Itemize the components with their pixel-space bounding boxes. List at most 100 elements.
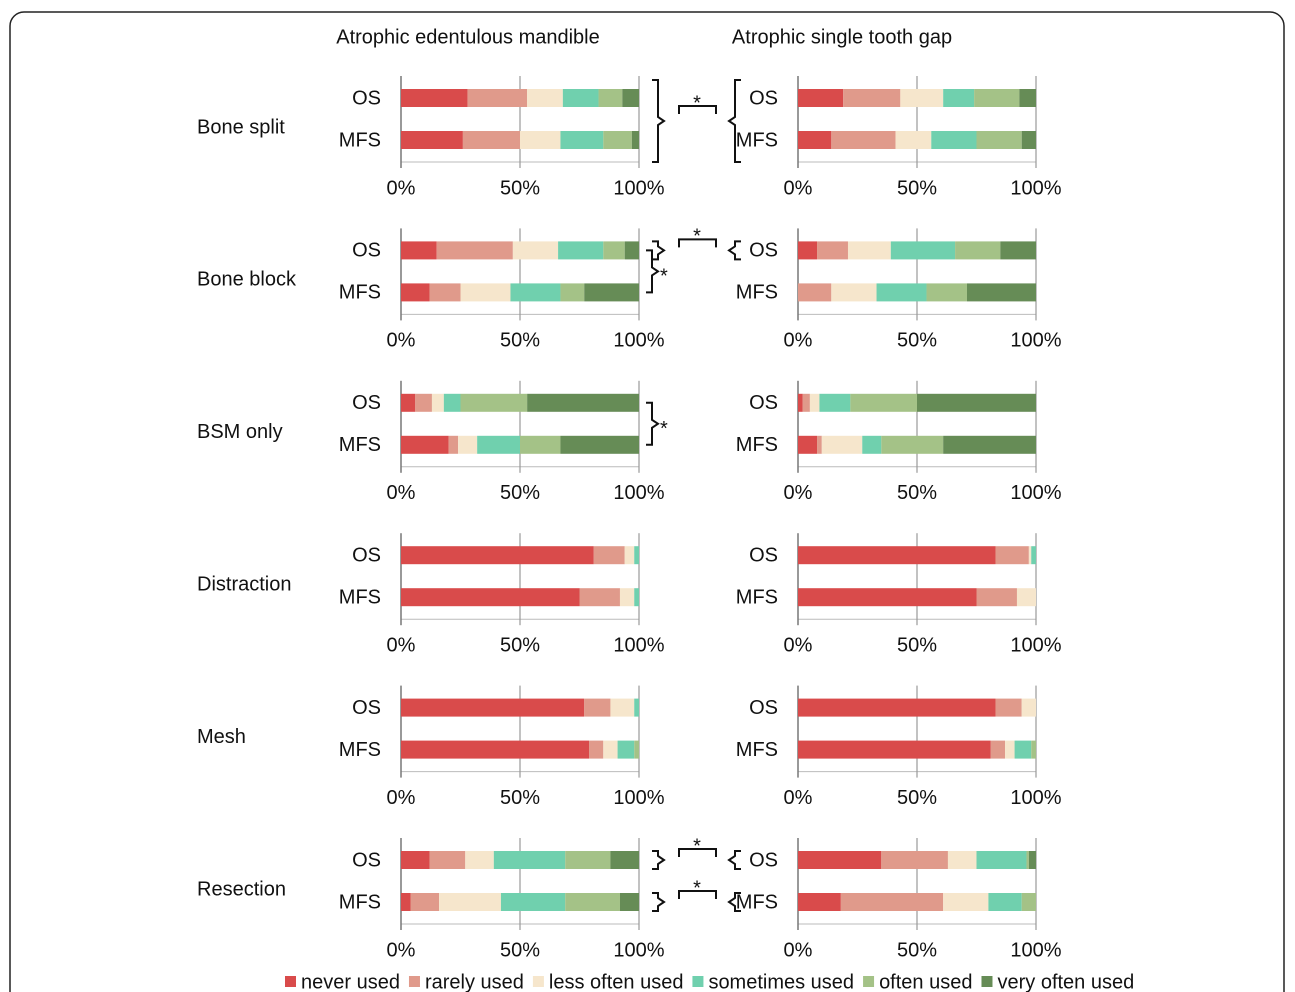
bar-segment — [1000, 241, 1036, 260]
row-label: BSM only — [197, 421, 283, 443]
significance-mark: * — [660, 266, 668, 288]
bar-segment — [443, 393, 461, 412]
bar-segment — [410, 893, 440, 911]
bar-segment — [1021, 131, 1036, 149]
significance-bracket — [652, 850, 666, 870]
x-tick-label: 100% — [613, 330, 664, 352]
bar-segment — [565, 893, 620, 911]
bar-segment — [584, 283, 639, 302]
bar-segment — [634, 546, 639, 565]
bar-segment — [1031, 740, 1036, 759]
bar-segment — [439, 893, 501, 911]
bar-segment — [562, 89, 599, 107]
bar-segment — [401, 393, 416, 412]
bar-segment — [631, 131, 639, 149]
bar-segment — [966, 283, 1036, 302]
legend-swatch — [692, 976, 704, 987]
bar-segment — [401, 89, 468, 107]
x-tick-label: 100% — [1010, 939, 1061, 961]
bar-segment — [976, 851, 1027, 869]
bar-segment — [431, 393, 444, 412]
bar-segment — [401, 740, 590, 759]
bar-segment — [512, 241, 559, 260]
x-tick-label: 50% — [500, 939, 540, 961]
row-label: Bone split — [197, 116, 285, 138]
x-tick-label: 0% — [387, 177, 416, 199]
bar-segment — [1028, 546, 1032, 565]
bar-segment — [617, 740, 635, 759]
legend-swatch — [981, 976, 993, 987]
bar-segment — [401, 435, 449, 454]
category-label: MFS — [339, 282, 381, 304]
bar-segment — [895, 131, 932, 149]
category-label: OS — [352, 240, 381, 262]
bar-segment — [460, 393, 528, 412]
bar-segment — [624, 241, 639, 260]
x-tick-label: 50% — [897, 787, 937, 809]
bar-segment — [843, 89, 901, 107]
bar-segment — [926, 283, 967, 302]
bar-segment — [527, 89, 563, 107]
bar-segment — [1021, 893, 1036, 911]
x-tick-label: 100% — [1010, 634, 1061, 656]
significance-bracket — [652, 240, 666, 261]
legend-swatch — [408, 976, 420, 987]
x-tick-label: 100% — [1010, 177, 1061, 199]
bar-segment — [401, 698, 585, 717]
bar-segment — [401, 851, 430, 869]
x-tick-label: 100% — [613, 482, 664, 504]
bar-segment — [1019, 89, 1036, 107]
category-label: OS — [749, 697, 778, 719]
bar-segment — [622, 89, 639, 107]
bar-segment — [943, 435, 1036, 454]
category-label: MFS — [339, 129, 381, 151]
significance-connector — [678, 238, 717, 248]
x-tick-label: 50% — [500, 330, 540, 352]
column-title: Atrophic edentulous mandible — [336, 26, 600, 48]
bar-segment — [847, 241, 891, 260]
x-tick-label: 0% — [784, 482, 813, 504]
bar-segment — [603, 740, 618, 759]
legend-label: often used — [879, 971, 972, 992]
bar-segment — [976, 588, 1017, 607]
bar-segment — [634, 698, 639, 717]
legend-label: never used — [301, 971, 400, 992]
significance-mark: * — [693, 877, 701, 899]
bar-segment — [584, 698, 611, 717]
bar-segment — [798, 698, 996, 717]
x-tick-label: 100% — [1010, 482, 1061, 504]
significance-bracket — [646, 401, 660, 446]
bar-segment — [462, 131, 520, 149]
category-label: OS — [749, 849, 778, 871]
significance-mark: * — [693, 92, 701, 114]
bar-segment — [1005, 740, 1015, 759]
category-label: OS — [352, 87, 381, 109]
x-tick-label: 50% — [897, 634, 937, 656]
x-tick-label: 0% — [784, 634, 813, 656]
row-label: Resection — [197, 878, 286, 900]
x-tick-label: 50% — [500, 787, 540, 809]
category-label: OS — [352, 849, 381, 871]
bar-segment — [500, 893, 566, 911]
legend-swatch — [285, 976, 296, 987]
bar-segment — [560, 283, 585, 302]
column-title: Atrophic single tooth gap — [732, 26, 952, 48]
x-tick-label: 100% — [613, 177, 664, 199]
x-tick-label: 0% — [387, 330, 416, 352]
category-label: MFS — [736, 129, 778, 151]
x-tick-label: 50% — [897, 939, 937, 961]
bar-segment — [881, 851, 948, 869]
bar-segment — [401, 131, 463, 149]
x-tick-label: 50% — [500, 482, 540, 504]
bar-segment — [943, 89, 975, 107]
bar-segment — [862, 435, 882, 454]
bar-segment — [429, 851, 466, 869]
row-label: Distraction — [197, 573, 291, 595]
bar-segment — [947, 851, 977, 869]
bar-segment — [881, 435, 944, 454]
bar-segment — [634, 588, 639, 607]
x-tick-label: 0% — [387, 482, 416, 504]
legend-label: rarely used — [425, 971, 524, 992]
bar-segment — [415, 393, 432, 412]
